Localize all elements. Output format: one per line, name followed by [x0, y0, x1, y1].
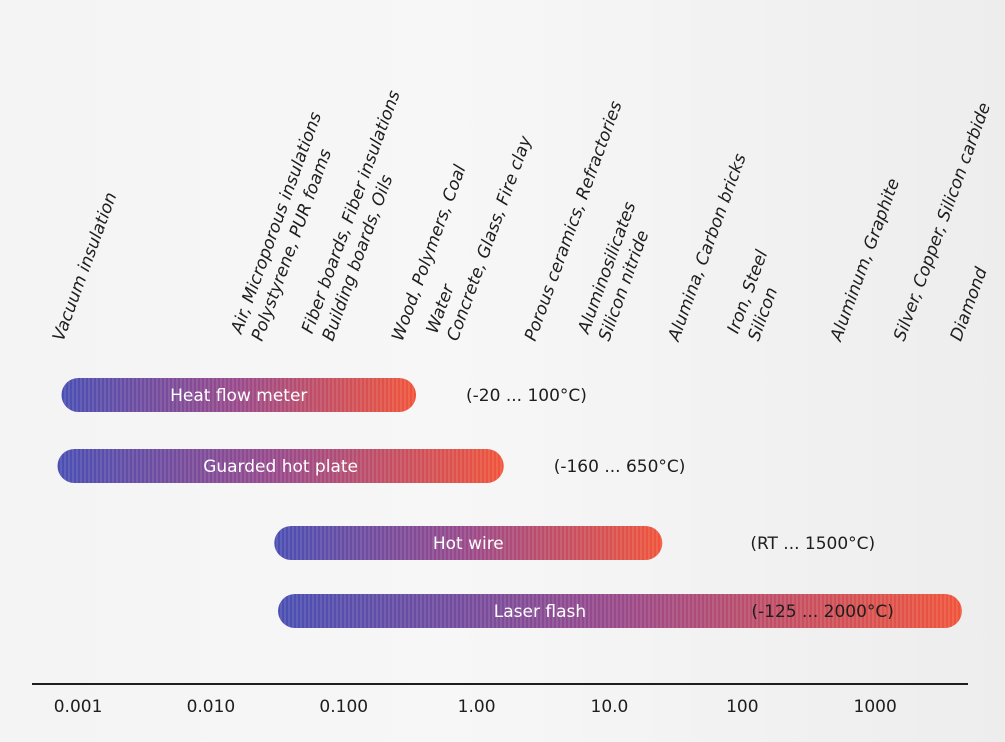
material-label-10: Silver, Copper, Silicon carbide — [890, 100, 995, 344]
x-tick-label-6: 1000 — [854, 697, 897, 717]
x-tick-label-5: 100 — [726, 697, 758, 717]
method-bar-texture — [57, 449, 504, 483]
method-bar-texture — [278, 594, 962, 628]
material-label-9: Aluminum, Graphite — [826, 176, 904, 345]
material-label-line: Aluminum, Graphite — [826, 176, 904, 345]
method-bar-texture — [274, 526, 663, 560]
method-bar-label: Heat flow meter — [170, 386, 307, 406]
method-bar-group-1: Guarded hot plate (-160 ... 650°C) — [57, 449, 685, 483]
material-label-line: Vacuum insulation — [49, 190, 121, 344]
temperature-range-label: (RT ... 1500°C) — [750, 534, 875, 554]
material-label-line: Silver, Copper, Silicon carbide — [890, 100, 995, 344]
method-bar-texture — [61, 378, 417, 412]
method-bar-group-0: Heat flow meter (-20 ... 100°C) — [61, 378, 587, 412]
method-bar-label: Hot wire — [433, 534, 504, 554]
material-label-0: Vacuum insulation — [49, 190, 121, 344]
x-axis: 0.001 0.010 0.100 1.00 10.0 100 1000 — [32, 683, 968, 717]
material-labels: Vacuum insulation Air, Microporous insula… — [49, 88, 995, 345]
method-bar-group-3: Laser flash (-125 ... 2000°C) — [278, 594, 962, 628]
x-tick-label-0: 0.001 — [54, 697, 103, 717]
method-bar-group-2: Hot wire (RT ... 1500°C) — [274, 526, 875, 560]
method-bar-label: Laser flash — [494, 602, 586, 622]
material-label-11: Diamond — [947, 265, 992, 344]
temperature-range-label: (-20 ... 100°C) — [466, 386, 587, 406]
temperature-range-label: (-125 ... 2000°C) — [751, 602, 894, 622]
x-tick-label-1: 0.010 — [187, 697, 236, 717]
material-label-line: Diamond — [947, 265, 992, 344]
method-bars: Heat flow meter (-20 ... 100°C) Guarded ho… — [57, 378, 962, 628]
x-tick-label-3: 1.00 — [458, 697, 496, 717]
x-tick-label-2: 0.100 — [319, 697, 368, 717]
material-label-line: Concrete, Glass, Fire clay — [443, 133, 536, 344]
temperature-range-label: (-160 ... 650°C) — [554, 457, 686, 477]
method-bar-label: Guarded hot plate — [203, 457, 358, 477]
x-tick-label-4: 10.0 — [591, 697, 629, 717]
